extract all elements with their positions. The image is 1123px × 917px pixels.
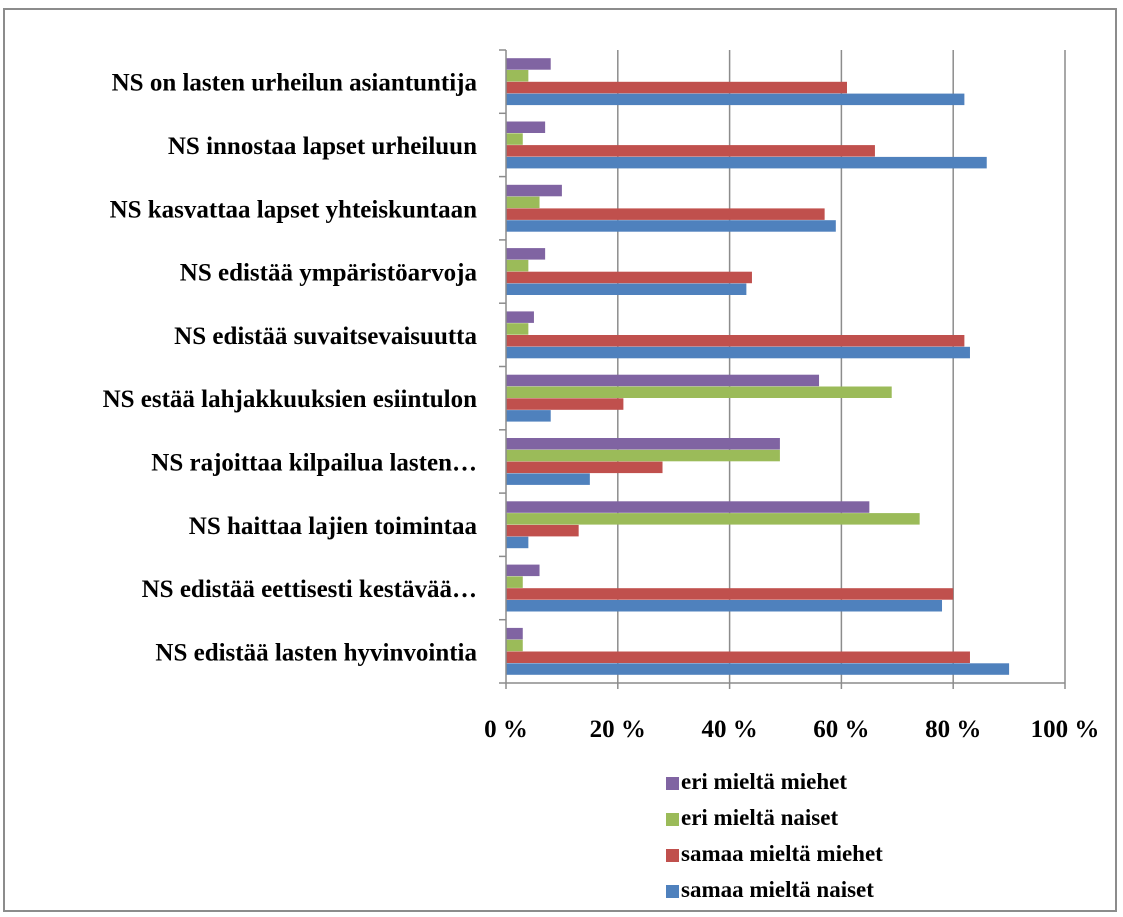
legend: eri mieltä miehet eri mieltä naiset samaa …	[666, 769, 883, 902]
bar	[506, 346, 970, 359]
x-tick-label: 80 %	[925, 716, 981, 743]
bar	[506, 438, 780, 450]
legend-label: samaa mieltä naiset	[681, 877, 874, 902]
bar	[506, 473, 590, 485]
bar	[506, 513, 920, 525]
bar	[506, 184, 562, 197]
bar	[506, 663, 1010, 675]
bar	[506, 564, 540, 577]
x-tick-label: 100 %	[1031, 716, 1100, 743]
bar	[506, 627, 523, 640]
bar	[506, 461, 663, 474]
x-tick-label: 60 %	[813, 716, 869, 743]
bar	[506, 410, 551, 422]
category-label: NS estää lahjakkuuksien esiintulon	[103, 386, 478, 413]
bar	[506, 651, 970, 663]
legend-swatch	[666, 813, 679, 826]
legend-swatch	[666, 885, 679, 898]
legend-swatch	[666, 849, 679, 862]
gridlines	[617, 50, 1066, 683]
bar	[506, 208, 825, 220]
bar	[506, 81, 847, 94]
legend-label: eri mieltä miehet	[681, 769, 847, 794]
bar	[506, 374, 820, 387]
bar	[506, 121, 546, 133]
category-label: NS on lasten urheilun asiantuntija	[112, 70, 478, 97]
x-tick-label: 0 %	[484, 716, 528, 743]
bar	[506, 58, 551, 70]
x-tick-label: 40 %	[701, 716, 757, 743]
category-label: NS edistää lasten hyvinvointia	[155, 639, 477, 666]
bar	[506, 335, 965, 347]
bar	[506, 536, 529, 549]
axes	[499, 49, 1066, 689]
bar	[506, 576, 523, 588]
category-label: NS edistää suvaitsevaisuutta	[174, 323, 477, 350]
bar	[506, 588, 954, 600]
category-label: NS kasvattaa lapset yhteiskuntaan	[110, 196, 478, 223]
bar	[506, 398, 624, 410]
bar	[506, 259, 529, 272]
bar	[506, 386, 892, 398]
category-labels: NS on lasten urheilun asiantuntija NS inn…	[103, 70, 478, 667]
bar	[506, 93, 965, 106]
bar	[506, 323, 529, 335]
bar	[506, 156, 987, 169]
category-label: NS haittaa lajien toimintaa	[189, 513, 478, 540]
bar	[506, 133, 523, 145]
legend-swatch	[666, 777, 679, 790]
bar	[506, 501, 870, 513]
x-tick-label: 20 %	[590, 716, 646, 743]
bar	[506, 220, 836, 232]
bar	[506, 70, 529, 82]
bar	[506, 524, 579, 537]
bar	[506, 283, 747, 295]
bars	[506, 58, 1010, 675]
bar	[506, 449, 780, 462]
bar	[506, 271, 752, 284]
x-tick-labels: 0 % 20 % 40 % 60 % 80 % 100 %	[484, 716, 1099, 743]
bar	[506, 639, 523, 652]
bar	[506, 311, 534, 323]
bar	[506, 145, 875, 157]
category-label: NS edistää eettisesti kestävää…	[142, 576, 477, 603]
category-label: NS edistää ympäristöarvoja	[180, 260, 478, 287]
legend-label: samaa mieltä miehet	[681, 841, 883, 866]
category-label: NS innostaa lapset urheiluun	[168, 133, 477, 160]
bar	[506, 248, 546, 260]
legend-label: eri mieltä naiset	[681, 805, 838, 830]
bar	[506, 600, 943, 612]
category-label: NS rajoittaa kilpailua lasten…	[151, 449, 477, 476]
bar	[506, 196, 540, 209]
